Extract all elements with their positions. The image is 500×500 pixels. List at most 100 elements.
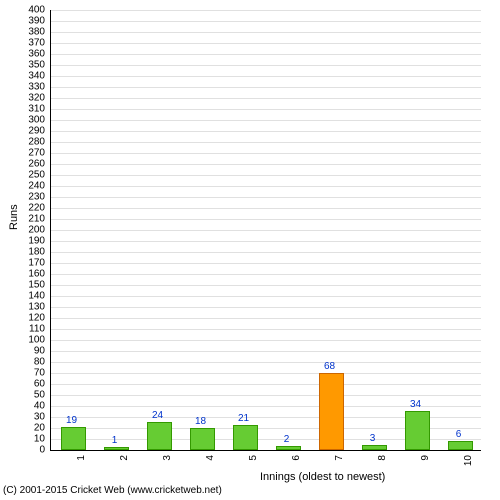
- gridline: [51, 65, 481, 66]
- bar-value-label: 19: [66, 415, 77, 426]
- ytick-label: 310: [15, 104, 45, 115]
- bar-value-label: 6: [456, 429, 462, 440]
- gridline: [51, 329, 481, 330]
- gridline: [51, 285, 481, 286]
- ytick-label: 190: [15, 236, 45, 247]
- ytick-label: 70: [15, 368, 45, 379]
- ytick-label: 180: [15, 247, 45, 258]
- ytick-label: 130: [15, 302, 45, 313]
- bar-value-label: 18: [195, 416, 206, 427]
- ytick-label: 90: [15, 346, 45, 357]
- ytick-label: 60: [15, 379, 45, 390]
- ytick-label: 40: [15, 401, 45, 412]
- xtick-label: 7: [334, 455, 345, 461]
- gridline: [51, 131, 481, 132]
- bar-value-label: 1: [112, 435, 118, 446]
- ytick-label: 50: [15, 390, 45, 401]
- ytick-label: 350: [15, 60, 45, 71]
- x-axis-label: Innings (oldest to newest): [260, 471, 385, 483]
- bar: [147, 422, 173, 450]
- gridline: [51, 120, 481, 121]
- bar: [448, 441, 474, 450]
- gridline: [51, 98, 481, 99]
- gridline: [51, 142, 481, 143]
- gridline: [51, 230, 481, 231]
- ytick-label: 260: [15, 159, 45, 170]
- gridline: [51, 252, 481, 253]
- gridline: [51, 21, 481, 22]
- ytick-label: 320: [15, 93, 45, 104]
- xtick-label: 3: [162, 455, 173, 461]
- bar: [276, 446, 302, 450]
- ytick-label: 250: [15, 170, 45, 181]
- bar-value-label: 3: [370, 433, 376, 444]
- bar-value-label: 24: [152, 410, 163, 421]
- ytick-label: 140: [15, 291, 45, 302]
- gridline: [51, 263, 481, 264]
- plot-area: [50, 10, 481, 451]
- bar-value-label: 34: [410, 399, 421, 410]
- xtick-label: 2: [119, 455, 130, 461]
- ytick-label: 340: [15, 71, 45, 82]
- gridline: [51, 208, 481, 209]
- gridline: [51, 307, 481, 308]
- gridline: [51, 241, 481, 242]
- xtick-label: 1: [76, 455, 87, 461]
- ytick-label: 0: [15, 445, 45, 456]
- gridline: [51, 197, 481, 198]
- ytick-label: 220: [15, 203, 45, 214]
- ytick-label: 370: [15, 38, 45, 49]
- gridline: [51, 32, 481, 33]
- xtick-label: 10: [463, 455, 474, 466]
- bar: [319, 373, 345, 450]
- bar: [362, 445, 388, 450]
- gridline: [51, 109, 481, 110]
- gridline: [51, 340, 481, 341]
- ytick-label: 390: [15, 16, 45, 27]
- bar: [190, 428, 216, 450]
- ytick-label: 160: [15, 269, 45, 280]
- gridline: [51, 351, 481, 352]
- gridline: [51, 87, 481, 88]
- gridline: [51, 54, 481, 55]
- gridline: [51, 296, 481, 297]
- copyright-text: (C) 2001-2015 Cricket Web (www.cricketwe…: [3, 485, 222, 496]
- xtick-label: 9: [420, 455, 431, 461]
- gridline: [51, 76, 481, 77]
- xtick-label: 5: [248, 455, 259, 461]
- ytick-label: 100: [15, 335, 45, 346]
- ytick-label: 330: [15, 82, 45, 93]
- bar: [233, 425, 259, 450]
- ytick-label: 230: [15, 192, 45, 203]
- ytick-label: 150: [15, 280, 45, 291]
- chart-container: Runs Innings (oldest to newest) (C) 2001…: [0, 0, 500, 500]
- gridline: [51, 10, 481, 11]
- ytick-label: 30: [15, 412, 45, 423]
- gridline: [51, 219, 481, 220]
- gridline: [51, 384, 481, 385]
- bar-value-label: 68: [324, 361, 335, 372]
- gridline: [51, 318, 481, 319]
- gridline: [51, 274, 481, 275]
- ytick-label: 360: [15, 49, 45, 60]
- gridline: [51, 395, 481, 396]
- gridline: [51, 153, 481, 154]
- ytick-label: 290: [15, 126, 45, 137]
- ytick-label: 120: [15, 313, 45, 324]
- gridline: [51, 362, 481, 363]
- ytick-label: 200: [15, 225, 45, 236]
- gridline: [51, 373, 481, 374]
- ytick-label: 270: [15, 148, 45, 159]
- bar-value-label: 21: [238, 413, 249, 424]
- ytick-label: 280: [15, 137, 45, 148]
- ytick-label: 80: [15, 357, 45, 368]
- gridline: [51, 175, 481, 176]
- ytick-label: 110: [15, 324, 45, 335]
- ytick-label: 380: [15, 27, 45, 38]
- gridline: [51, 43, 481, 44]
- gridline: [51, 164, 481, 165]
- ytick-label: 300: [15, 115, 45, 126]
- ytick-label: 10: [15, 434, 45, 445]
- bar-value-label: 2: [284, 434, 290, 445]
- ytick-label: 400: [15, 5, 45, 16]
